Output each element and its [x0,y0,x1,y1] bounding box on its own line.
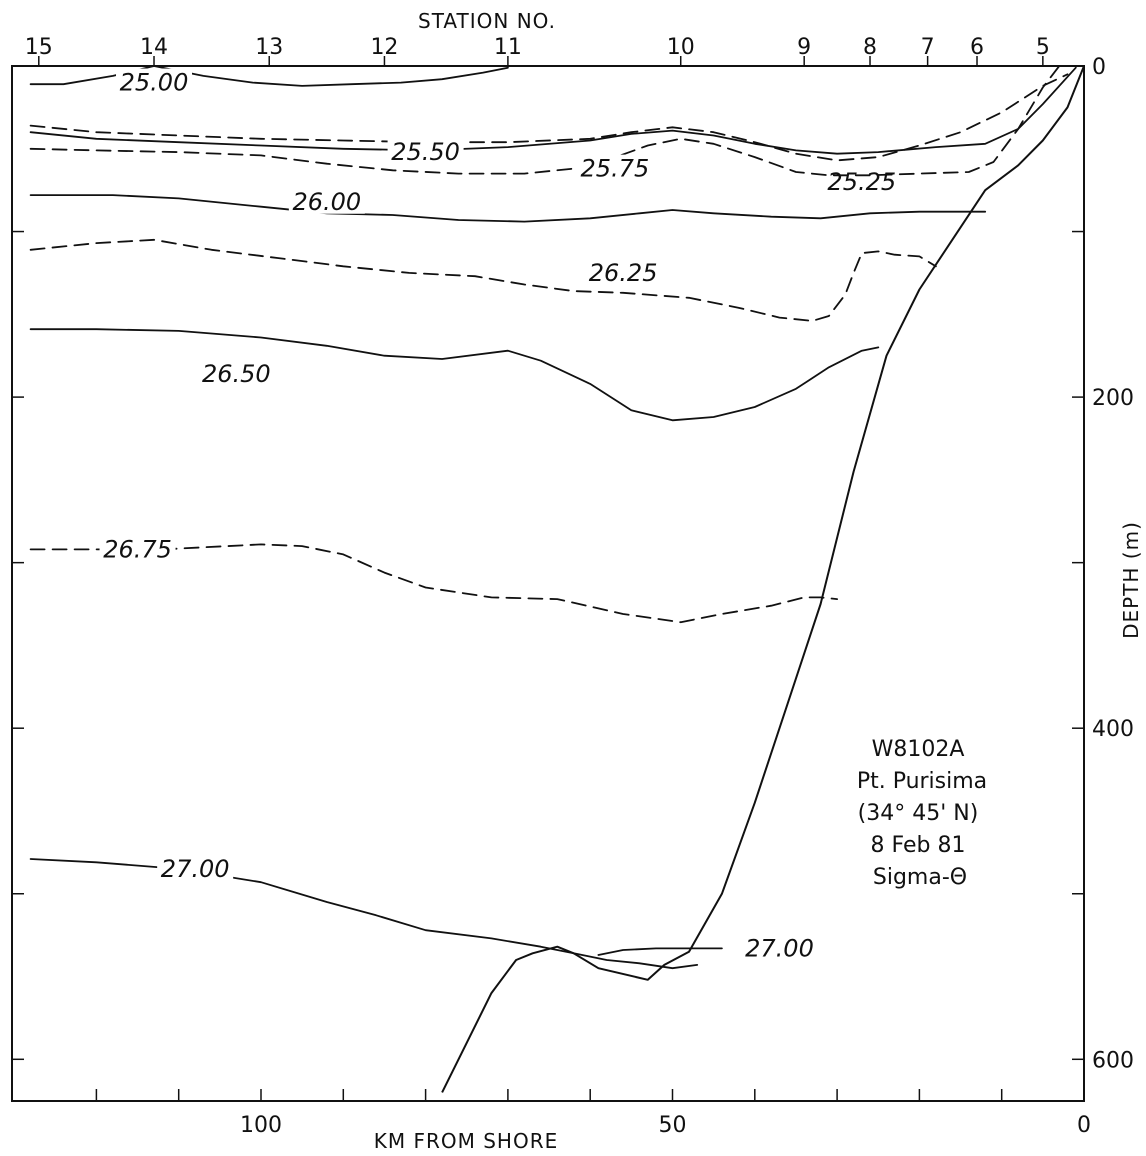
contour-label-25-50: 25.50 [391,138,460,166]
contour-label-26-75: 26.75 [103,535,172,563]
contour-lines: 25.00 25.25 25.50 25.75 26.00 26.25 26.50 26.75… [29,65,1077,970]
station-label-6: 6 [970,35,984,60]
y-axis-title: DEPTH (m) [1119,521,1143,639]
title-line-3: (34° 45' N) [858,801,979,826]
sea-floor-profile [441,65,1085,1093]
x-tick-label: 100 [240,1113,282,1138]
station-label-10: 10 [667,35,695,60]
contour-label-26-00: 26.00 [292,188,361,216]
title-block: W8102A Pt. Purisima (34° 45' N) 8 Feb 81… [857,737,987,890]
station-label-13: 13 [255,35,283,60]
contour-line-26-50 [29,328,880,422]
contour-label-bg [585,258,662,285]
contour-label-bg [387,138,464,165]
contour-line-26-00 [29,194,987,223]
station-label-15: 15 [25,35,53,60]
station-label-5: 5 [1036,35,1050,60]
contour-label-26-25: 26.25 [589,259,658,287]
contour-label-bg [576,154,653,181]
plot-frame [11,65,1085,1102]
tick-labels: 100 50 0 0 200 400 600 15 14 13 12 11 10 9 8 7 6 5 [25,35,1134,1138]
axis-ticks [12,56,1085,1101]
x-tick-label: 50 [659,1113,687,1138]
y-tick-label: 200 [1092,386,1134,411]
title-line-5: Sigma-Θ [873,865,967,890]
contour-label-bg [741,934,818,961]
station-label-14: 14 [140,35,168,60]
contour-line-27-00 [29,858,699,970]
contour-line-26-25 [29,238,937,322]
x-axis-title: KM FROM SHORE [374,1129,559,1153]
contour-label-bg [288,187,365,214]
station-label-11: 11 [494,35,522,60]
contour-label-26-50: 26.50 [202,360,271,388]
contour-line-25-25 [29,73,1069,162]
station-label-12: 12 [370,35,398,60]
title-line-2: Pt. Purisima [857,769,987,794]
contour-line-25-75 [29,65,1061,177]
contour-line-26-75 [29,543,838,624]
contour-line-27-00-nearshore [597,947,723,956]
top-axis-title: STATION NO. [418,9,556,33]
contour-label-bg [99,535,176,562]
station-label-9: 9 [797,35,811,60]
contour-line-25-50 [29,66,1077,155]
y-tick-label: 600 [1092,1048,1134,1073]
station-label-8: 8 [863,35,877,60]
station-label-7: 7 [921,35,935,60]
title-line-1: W8102A [872,737,965,762]
y-tick-label: 0 [1092,55,1106,80]
contour-label-bg [116,68,193,95]
y-tick-label: 400 [1092,717,1134,742]
contour-label-bg [198,359,275,386]
contour-label-27-00: 27.00 [745,934,814,962]
contour-label-bg [823,167,900,194]
bottom-profile-line [441,65,1085,1093]
contour-label-25-75: 25.75 [581,155,650,183]
contour-label-27-00: 27.00 [161,855,230,883]
contour-label-25-25: 25.25 [827,168,896,196]
contour-label-bg [157,854,234,881]
x-tick-label: 0 [1077,1113,1091,1138]
contour-label-25-00: 25.00 [120,69,189,97]
title-line-4: 8 Feb 81 [871,833,966,858]
contour-line-25-00 [29,65,509,87]
